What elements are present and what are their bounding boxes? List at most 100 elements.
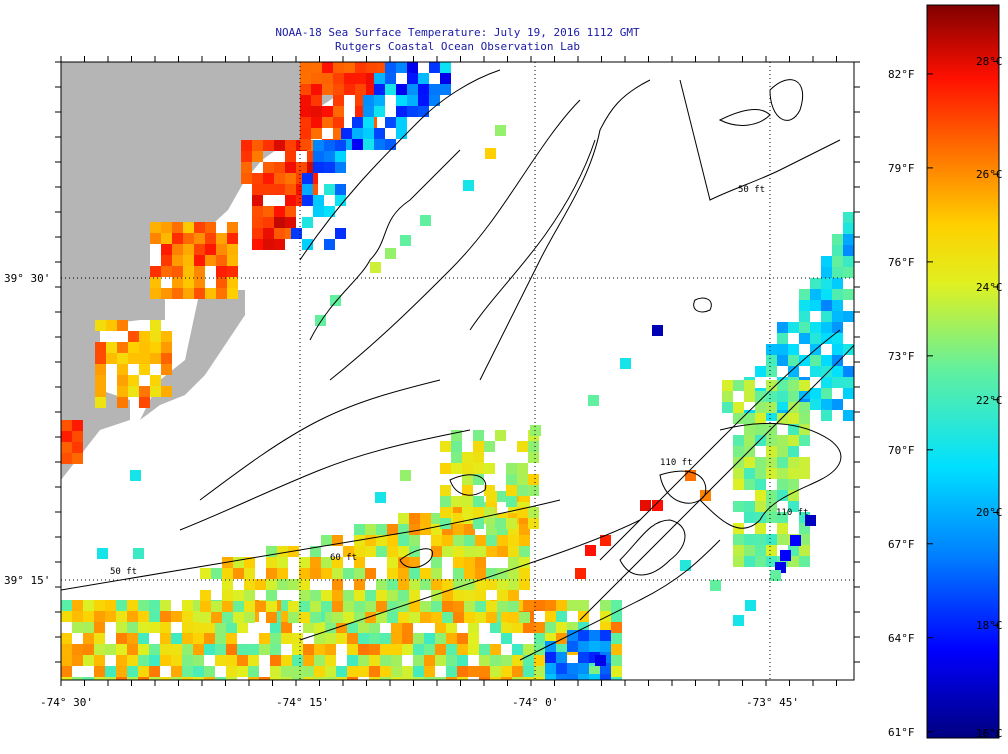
sst-pixel	[523, 644, 534, 655]
sst-pixel	[292, 666, 303, 677]
sst-pixel	[95, 364, 106, 375]
sst-pixel	[556, 674, 567, 680]
sst-pixel	[332, 557, 343, 568]
sst-pixel	[365, 524, 376, 535]
sst-pixel	[149, 677, 160, 680]
sst-pixel	[160, 677, 171, 680]
sst-pixel	[788, 556, 799, 567]
sst-pixel	[512, 666, 523, 677]
sst-pixel	[501, 655, 512, 666]
sst-pixel	[127, 644, 138, 655]
sst-pixel	[222, 601, 233, 612]
sst-pixel	[766, 512, 777, 523]
sst-pixel	[204, 633, 215, 644]
sst-pixel	[303, 677, 314, 680]
sst-pixel	[495, 518, 506, 529]
sst-pixel	[171, 677, 182, 680]
sst-pixel	[72, 655, 83, 666]
sst-pixel	[376, 601, 387, 612]
sst-pixel	[233, 601, 244, 612]
sst-pixel	[332, 612, 343, 623]
sst-pixel	[307, 162, 318, 173]
sst-pixel	[127, 600, 138, 611]
sst-pixel	[310, 557, 321, 568]
sst-pixel	[462, 474, 473, 485]
sst-pixel	[369, 666, 380, 677]
sst-pixel	[755, 534, 766, 545]
sst-pixel	[105, 600, 116, 611]
sst-pixel	[517, 441, 528, 452]
sst-pixel	[799, 388, 810, 399]
sst-pixel	[523, 666, 534, 677]
sst-pixel	[523, 655, 534, 666]
sst-pixel	[325, 677, 336, 680]
sst-pixel	[266, 557, 277, 568]
sst-pixel	[266, 601, 277, 612]
sst-pixel	[150, 288, 161, 299]
sst-pixel	[117, 364, 128, 375]
sst-pixel	[545, 641, 556, 652]
sst-pixel	[799, 333, 810, 344]
sst-pixel	[843, 212, 854, 223]
sst-pixel	[128, 375, 139, 386]
sst-pixel	[313, 140, 324, 151]
sst-pixel	[464, 524, 475, 535]
sst-pixel	[508, 557, 519, 568]
sst-pixel	[810, 278, 821, 289]
sst-pixel	[215, 633, 226, 644]
sst-pixel	[409, 601, 420, 612]
sst-pixel	[94, 611, 105, 622]
sst-pixel	[528, 485, 539, 496]
sst-pixel	[363, 106, 374, 117]
sst-pixel	[755, 366, 766, 377]
sst-pixel	[161, 222, 172, 233]
sst-pixel	[821, 377, 832, 388]
sst-pixel	[600, 600, 611, 611]
sst-pixel	[83, 677, 94, 680]
sst-pixel	[589, 630, 600, 641]
sst-pixel	[409, 612, 420, 623]
sst-pixel	[354, 568, 365, 579]
sst-pixel	[519, 535, 530, 546]
sst-pixel	[396, 117, 407, 128]
sst-pixel	[255, 579, 266, 590]
sst-pixel	[402, 622, 413, 633]
sst-pixel	[523, 600, 534, 611]
sst-pixel	[333, 84, 344, 95]
sst-pixel	[237, 622, 248, 633]
sst-pixel	[314, 666, 325, 677]
sst-pixel	[843, 289, 854, 300]
sst-pixel	[355, 106, 366, 117]
sst-pixel	[440, 518, 451, 529]
sst-pixel	[300, 62, 311, 73]
sst-pixel	[105, 644, 116, 655]
sst-pixel	[578, 630, 589, 641]
sst-pixel	[300, 128, 311, 139]
colorbar-fahrenheit-label: 61°F	[888, 725, 915, 739]
sst-pixel	[479, 677, 490, 680]
sst-pixel	[281, 633, 292, 644]
sst-pixel	[446, 644, 457, 655]
sst-pixel	[355, 84, 366, 95]
sst-pixel	[810, 388, 821, 399]
sst-pixel	[420, 215, 431, 226]
sst-pixel	[799, 311, 810, 322]
sst-pixel	[777, 457, 788, 468]
sst-pixel	[193, 611, 204, 622]
sst-pixel	[766, 556, 777, 567]
sst-pixel	[508, 502, 519, 513]
sst-pixel	[343, 568, 354, 579]
sst-pixel	[777, 523, 788, 534]
sst-pixel	[385, 84, 396, 95]
sst-pixel	[182, 666, 193, 677]
sst-pixel	[600, 622, 611, 633]
sst-pixel	[244, 601, 255, 612]
sst-pixel	[193, 655, 204, 666]
sst-pixel	[528, 441, 539, 452]
sst-pixel	[442, 546, 453, 557]
sst-pixel	[755, 402, 766, 413]
sst-pixel	[652, 500, 663, 511]
sst-pixel	[138, 655, 149, 666]
sst-pixel	[413, 655, 424, 666]
sst-pixel	[83, 655, 94, 666]
